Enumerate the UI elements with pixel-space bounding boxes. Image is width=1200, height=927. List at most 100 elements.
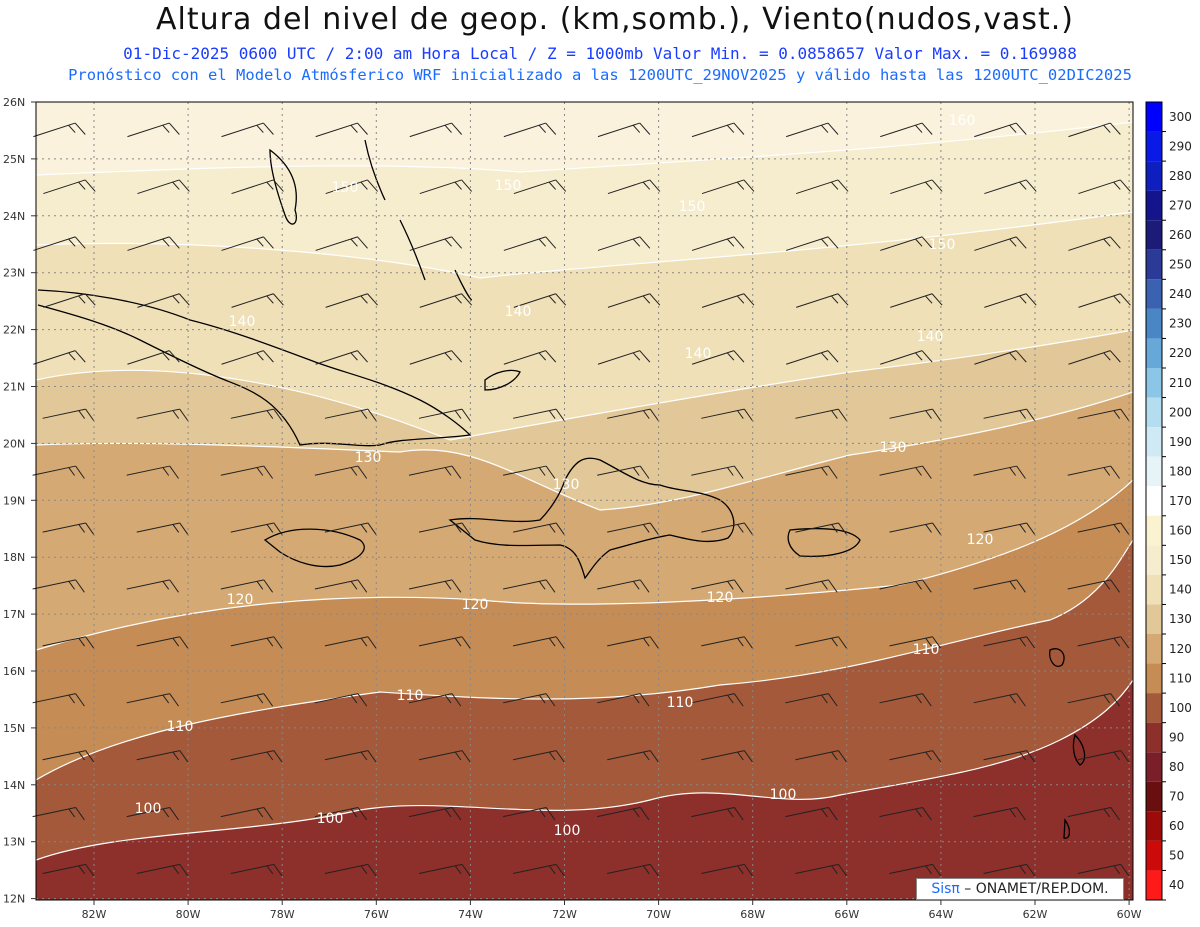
colorbar-frame bbox=[1145, 101, 1163, 901]
contour-label: 120 bbox=[967, 532, 994, 548]
wind-barb bbox=[1078, 293, 1131, 308]
colorbar-swatch bbox=[1146, 663, 1162, 694]
wind-barb bbox=[973, 579, 1026, 593]
colorbar-swatch bbox=[1146, 781, 1162, 812]
wind-barb bbox=[889, 863, 942, 878]
model-info-line: Pronóstico con el Modelo Atmósferico WRF… bbox=[68, 66, 1132, 84]
wind-barb bbox=[408, 693, 462, 707]
contour-label: 140 bbox=[505, 304, 532, 320]
wind-barb bbox=[607, 863, 660, 878]
wind-barb bbox=[1077, 636, 1130, 650]
wind-barb bbox=[230, 636, 284, 650]
wind-barb bbox=[890, 179, 943, 195]
wind-barb bbox=[314, 579, 368, 593]
wind-barb bbox=[597, 579, 650, 593]
colorbar-swatch bbox=[1146, 752, 1162, 782]
wind-barb bbox=[691, 236, 745, 251]
wind-barb bbox=[1077, 750, 1130, 764]
wind-barb bbox=[127, 350, 180, 365]
lat-label: 19N bbox=[3, 494, 25, 507]
wind-barb bbox=[796, 179, 849, 195]
lat-label: 14N bbox=[3, 779, 25, 792]
wind-barb bbox=[126, 579, 179, 593]
wind-barb bbox=[220, 579, 274, 593]
wind-barb bbox=[983, 750, 1036, 764]
wind-barb bbox=[701, 750, 754, 764]
contour-label: 130 bbox=[553, 477, 580, 493]
wind-barb bbox=[597, 350, 651, 365]
contour-label: 120 bbox=[462, 597, 489, 613]
contour-label: 150 bbox=[495, 178, 522, 194]
wind-barb bbox=[701, 522, 754, 536]
wind-barb bbox=[795, 863, 848, 878]
wind-barb bbox=[220, 806, 274, 821]
wind-barb bbox=[315, 236, 368, 251]
colorbar-swatch bbox=[1146, 693, 1162, 723]
wind-barb bbox=[32, 806, 85, 821]
wind-barb bbox=[324, 408, 378, 422]
wind-barb bbox=[796, 293, 849, 308]
lon-label: 82W bbox=[82, 908, 107, 921]
wind-barb bbox=[231, 293, 284, 308]
wind-barb bbox=[42, 750, 95, 764]
lon-label: 74W bbox=[458, 908, 483, 921]
wind-barb bbox=[597, 806, 650, 821]
wind-barb bbox=[503, 465, 556, 479]
lon-label: 80W bbox=[176, 908, 201, 921]
wind-barb bbox=[1077, 408, 1130, 422]
longitude-labels: 82W 80W 78W 76W 74W 72W 70W 68W 66W 64W 62W 60W bbox=[82, 900, 1142, 921]
wind-barb bbox=[795, 636, 848, 650]
wind-barb bbox=[126, 806, 179, 821]
lat-label: 24N bbox=[3, 210, 25, 223]
wind-barb bbox=[230, 863, 284, 878]
colorbar-swatch bbox=[1146, 574, 1162, 605]
contour-labels: 160 150 150 150 150 140 140 140 140 130 130 130 120 1… bbox=[135, 113, 994, 839]
wind-barb bbox=[1067, 693, 1120, 707]
map-frame bbox=[35, 101, 1134, 901]
colorbar: 300 290 280 270 260 250 240 230 220 210 200 190 180 1… bbox=[1145, 101, 1192, 901]
graticule bbox=[36, 101, 1133, 900]
colorbar-label: 230 bbox=[1169, 317, 1192, 331]
wind-barb bbox=[42, 863, 95, 878]
lat-label: 16N bbox=[3, 665, 25, 678]
wind-barb bbox=[137, 179, 190, 195]
wind-barb bbox=[1077, 522, 1130, 536]
wind-barb bbox=[513, 408, 566, 422]
wind-barb bbox=[607, 522, 660, 536]
colorbar-swatch bbox=[1146, 338, 1162, 368]
colorbar-swatch bbox=[1146, 486, 1162, 516]
wind-barb bbox=[890, 293, 943, 308]
lat-label: 12N bbox=[3, 893, 25, 906]
wind-barb bbox=[691, 806, 744, 821]
colorbar-label: 250 bbox=[1169, 258, 1192, 272]
wind-barb bbox=[785, 806, 838, 821]
valid-time-line: 01-Dic-2025 0600 UTC / 2:00 am Hora Loca… bbox=[123, 44, 1077, 63]
wind-barb bbox=[503, 350, 557, 365]
wind-barb bbox=[231, 179, 284, 195]
colorbar-swatch bbox=[1146, 308, 1162, 339]
lon-label: 78W bbox=[270, 908, 295, 921]
latitude-labels: 26N 25N 24N 23N 22N 21N 20N 19N 18N 17N 16N 15N 14N 1… bbox=[3, 96, 36, 906]
lat-label: 21N bbox=[3, 381, 25, 394]
wind-barb bbox=[1068, 236, 1121, 251]
wind-barb bbox=[220, 693, 274, 707]
wind-barb bbox=[221, 122, 274, 138]
lon-label: 62W bbox=[1023, 908, 1048, 921]
wind-barb bbox=[33, 122, 86, 138]
wind-barb bbox=[230, 750, 284, 764]
wind-barb bbox=[701, 408, 754, 422]
wind-barb bbox=[513, 750, 566, 764]
wind-barb bbox=[691, 693, 744, 707]
wind-barb bbox=[136, 750, 189, 764]
contour-label: 110 bbox=[167, 719, 194, 735]
wind-barb bbox=[230, 522, 284, 536]
brand-label: Sisπ bbox=[931, 881, 960, 897]
wind-barb bbox=[607, 636, 660, 650]
map-title: Altura del nivel de geop. (km,somb.), Vi… bbox=[156, 2, 1074, 37]
colorbar-swatch bbox=[1146, 515, 1162, 546]
wind-barb bbox=[983, 408, 1036, 422]
colorbar-swatch bbox=[1146, 279, 1162, 309]
contour-label: 140 bbox=[229, 314, 256, 330]
wind-barb bbox=[607, 293, 661, 308]
